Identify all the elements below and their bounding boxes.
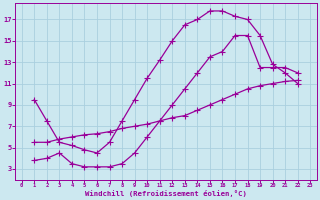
X-axis label: Windchill (Refroidissement éolien,°C): Windchill (Refroidissement éolien,°C) (85, 190, 247, 197)
